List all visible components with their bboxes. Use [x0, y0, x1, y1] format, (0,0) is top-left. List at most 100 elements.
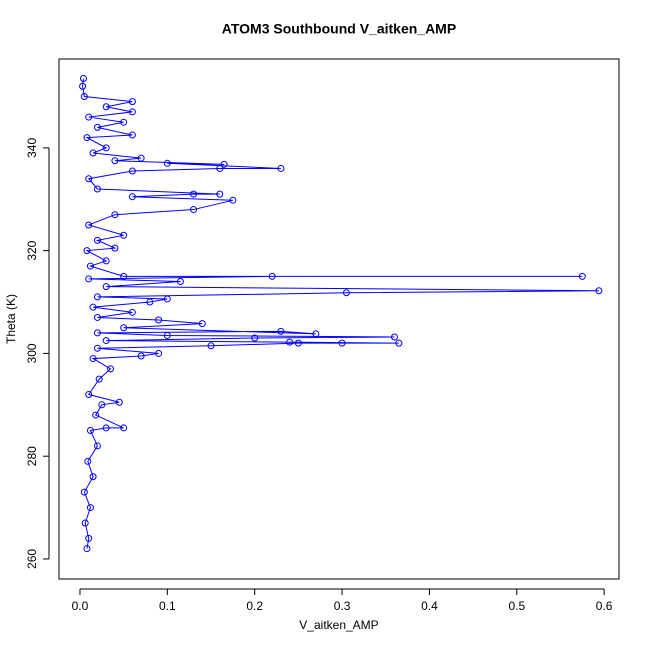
- x-tick-label: 0.2: [246, 599, 263, 613]
- data-point: [111, 244, 119, 252]
- data-point: [83, 545, 91, 553]
- data-point: [146, 298, 154, 306]
- data-point: [102, 257, 110, 265]
- data-point: [81, 519, 89, 527]
- y-axis-label: Theta (K): [4, 294, 18, 344]
- data-point: [286, 338, 294, 346]
- data-point: [86, 504, 94, 512]
- data-point: [80, 93, 88, 101]
- data-point: [93, 442, 101, 450]
- data-point: [155, 349, 163, 357]
- data-point: [120, 424, 128, 432]
- data-point: [190, 190, 198, 198]
- x-axis-label: V_aitken_AMP: [299, 618, 378, 632]
- data-point: [120, 272, 128, 280]
- data-point: [86, 262, 94, 270]
- data-point: [216, 190, 224, 198]
- data-point: [251, 334, 259, 342]
- data-point: [128, 308, 136, 316]
- plot-box: [58, 58, 620, 580]
- data-point: [128, 167, 136, 175]
- data-point: [115, 398, 123, 406]
- data-point: [128, 193, 136, 201]
- data-point: [93, 185, 101, 193]
- data-point: [89, 303, 97, 311]
- x-tick-label: 0.5: [508, 599, 525, 613]
- data-point: [93, 313, 101, 321]
- data-point: [85, 221, 93, 229]
- data-point: [595, 287, 603, 295]
- data-point: [102, 283, 110, 291]
- data-point: [93, 236, 101, 244]
- data-point: [277, 327, 285, 335]
- data-point: [198, 320, 206, 328]
- data-point: [85, 534, 93, 542]
- y-tick-label: 260: [25, 549, 39, 569]
- data-point: [163, 295, 171, 303]
- data-point: [85, 175, 93, 183]
- y-tick-label: 340: [25, 138, 39, 158]
- data-point: [102, 144, 110, 152]
- data-point: [93, 329, 101, 337]
- data-point: [85, 275, 93, 283]
- data-point: [79, 75, 87, 83]
- y-tick-label: 320: [25, 240, 39, 260]
- data-point: [89, 355, 97, 363]
- data-point: [578, 272, 586, 280]
- data-point: [312, 330, 320, 338]
- x-tick-label: 0.3: [334, 599, 351, 613]
- data-point: [93, 293, 101, 301]
- y-tick-label: 280: [25, 446, 39, 466]
- data-point: [120, 231, 128, 239]
- x-tick-label: 0.1: [159, 599, 176, 613]
- data-point: [220, 160, 228, 168]
- data-point: [294, 339, 302, 347]
- data-point: [102, 337, 110, 345]
- data-point: [395, 339, 403, 347]
- data-point: [83, 247, 91, 255]
- x-tick-label: 0.4: [421, 599, 438, 613]
- data-point: [277, 164, 285, 172]
- data-point: [155, 316, 163, 324]
- data-point: [207, 342, 215, 350]
- data-point: [216, 164, 224, 172]
- data-point: [338, 339, 346, 347]
- data-point: [95, 375, 103, 383]
- data-point: [111, 211, 119, 219]
- data-point: [107, 365, 115, 373]
- data-point: [128, 131, 136, 139]
- data-point: [102, 103, 110, 111]
- data-point: [120, 324, 128, 332]
- data-point: [163, 159, 171, 167]
- data-point: [137, 352, 145, 360]
- data-point: [342, 289, 350, 297]
- data-point: [85, 113, 93, 121]
- data-point: [102, 424, 110, 432]
- data-point: [163, 331, 171, 339]
- data-point: [128, 108, 136, 116]
- data-point: [93, 123, 101, 131]
- data-point: [190, 206, 198, 214]
- data-point: [86, 427, 94, 435]
- data-point: [93, 344, 101, 352]
- x-tick-label: 0.0: [72, 599, 89, 613]
- data-point: [85, 391, 93, 399]
- y-tick-label: 300: [25, 343, 39, 363]
- data-point: [120, 118, 128, 126]
- data-point: [79, 82, 87, 90]
- data-point: [92, 411, 100, 419]
- data-line: [82, 78, 599, 549]
- data-point: [229, 196, 237, 204]
- data-point: [111, 157, 119, 165]
- data-point: [80, 488, 88, 496]
- chart-title: ATOM3 Southbound V_aitken_AMP: [222, 21, 456, 37]
- data-point: [89, 473, 97, 481]
- data-point: [390, 333, 398, 341]
- data-point: [176, 277, 184, 285]
- data-point: [128, 98, 136, 106]
- data-point: [89, 149, 97, 157]
- data-point: [98, 401, 106, 409]
- x-tick-label: 0.6: [596, 599, 613, 613]
- data-point: [268, 272, 276, 280]
